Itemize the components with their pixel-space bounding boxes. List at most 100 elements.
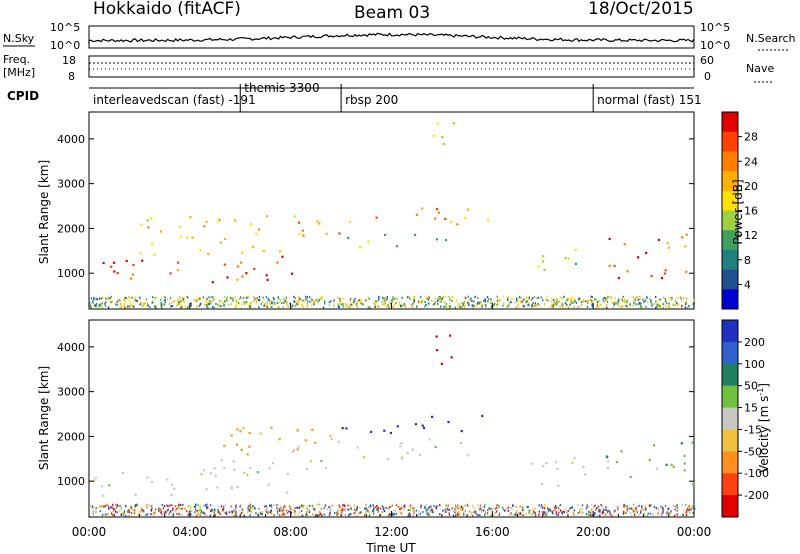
scatter-dot [604, 513, 606, 516]
scatter-dot [691, 506, 693, 509]
scatter-dot [540, 504, 543, 507]
scatter-dot [142, 509, 145, 512]
scatter-dot [578, 511, 581, 514]
scatter-dot [522, 304, 524, 307]
scatter-dot [93, 509, 95, 512]
scatter-dot [362, 303, 364, 306]
data-cell [428, 438, 431, 441]
scatter-dot [273, 303, 276, 306]
scatter-dot [177, 298, 179, 301]
scatter-dot [183, 300, 185, 303]
y-tick-label-power: 1000 [57, 267, 85, 280]
scatter-dot [377, 299, 380, 302]
data-cell [286, 472, 289, 476]
scatter-dot [575, 301, 578, 304]
station-title: Hokkaido (fitACF) [93, 0, 241, 19]
scatter-dot [558, 511, 560, 514]
scatter-dot [384, 297, 386, 299]
scatter-dot [627, 306, 629, 309]
scatter-dot [356, 306, 358, 309]
data-cell [685, 270, 688, 273]
scatter-dot [563, 511, 565, 514]
scatter-dot [286, 303, 288, 306]
scatter-dot [398, 301, 401, 304]
scatter-dot [532, 305, 534, 307]
scatter-dot [143, 303, 145, 306]
scatter-dot [353, 508, 356, 511]
nave-label: Nave [746, 62, 774, 75]
data-cell [582, 465, 585, 468]
scatter-dot [318, 503, 320, 506]
scatter-dot [640, 509, 642, 512]
data-cell [414, 233, 417, 236]
scatter-dot [153, 305, 156, 308]
scatter-dot [687, 508, 689, 511]
scatter-dot [243, 514, 245, 517]
scatter-dot [534, 302, 537, 305]
scatter-dot [555, 513, 557, 516]
scatter-dot [202, 511, 204, 514]
scatter-dot [427, 298, 430, 301]
scatter-dot [596, 507, 598, 510]
scatter-dot [149, 306, 151, 309]
scatter-dot [391, 301, 393, 303]
scatter-dot [577, 512, 579, 515]
scatter-dot [207, 306, 209, 309]
data-cell [150, 242, 153, 245]
scatter-dot [260, 303, 262, 305]
velocity-colorbar-frame [721, 319, 739, 518]
scatter-dot [429, 505, 431, 508]
scatter-dot [413, 507, 415, 510]
scatter-dot [424, 507, 427, 510]
scatter-dot [123, 299, 125, 302]
scatter-dot [196, 513, 199, 516]
scatter-dot [629, 303, 631, 306]
scatter-dot [278, 306, 281, 309]
scatter-dot [454, 511, 456, 514]
scatter-dot [408, 296, 410, 299]
scatter-dot [449, 298, 451, 301]
scatter-dot [316, 514, 319, 517]
scatter-dot [506, 305, 509, 308]
data-cell [301, 229, 304, 232]
scatter-dot [457, 507, 459, 510]
scatter-dot [150, 505, 152, 508]
scatter-dot [270, 512, 273, 515]
scatter-dot [573, 513, 575, 516]
scatter-dot [154, 508, 157, 511]
scatter-dot [246, 511, 249, 514]
scatter-dot [139, 514, 142, 517]
scatter-dot [528, 509, 531, 512]
scatter-dot [420, 504, 422, 507]
scatter-dot [581, 508, 583, 510]
y-tick-label-power: 2000 [57, 222, 85, 235]
scatter-dot [372, 509, 375, 512]
scatter-dot [257, 514, 259, 517]
data-cell [683, 462, 686, 465]
scatter-dot [561, 512, 563, 515]
data-cell [445, 239, 448, 242]
scatter-dot [409, 509, 411, 512]
data-cell [318, 222, 321, 225]
scatter-dot [640, 302, 642, 305]
scatter-dot [424, 305, 426, 308]
data-cell [112, 261, 116, 264]
scatter-dot [396, 298, 398, 300]
scatter-dot [285, 509, 288, 512]
scatter-dot [368, 506, 370, 509]
scatter-dot [489, 300, 492, 303]
scatter-dot [595, 305, 597, 308]
scatter-dot [472, 306, 474, 309]
data-cell [265, 215, 268, 218]
scatter-dot [276, 512, 279, 515]
data-cell [176, 268, 179, 272]
scatter-dot [206, 298, 208, 300]
scatter-dot [373, 506, 375, 509]
scatter-dot [401, 305, 403, 308]
scatter-dot [391, 298, 394, 301]
scatter-dot [321, 297, 323, 300]
scatter-dot [145, 513, 147, 516]
scatter-dot [305, 298, 307, 301]
scatter-dot [235, 510, 237, 513]
scatter-dot [200, 302, 202, 305]
